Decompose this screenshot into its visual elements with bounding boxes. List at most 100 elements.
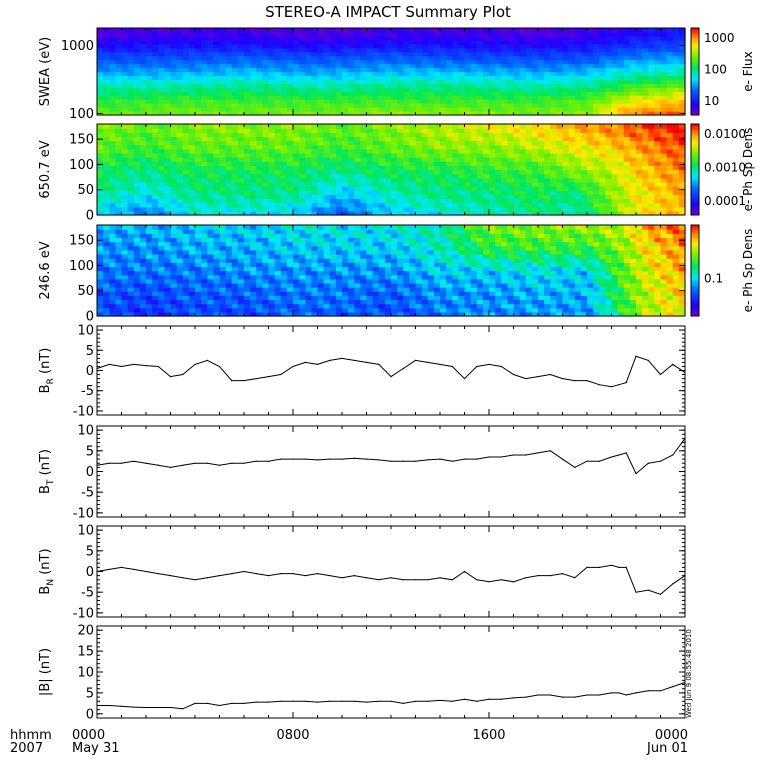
spectrogram-cell [550, 75, 557, 80]
spectrogram-cell [342, 75, 349, 80]
spectrogram-cell [171, 79, 178, 84]
spectrogram-cell [532, 32, 539, 37]
spectrogram-cell [342, 295, 349, 300]
spectrogram-cell [281, 308, 288, 313]
spectrogram-cell [269, 203, 276, 208]
spectrogram-cell [661, 99, 668, 104]
spectrogram-cell [667, 75, 674, 80]
spectrogram-cell [330, 157, 337, 162]
spectrogram-cell [612, 99, 619, 104]
spectrogram-cell [409, 299, 416, 304]
spectrogram-cell [330, 83, 337, 88]
spectrogram-cell [391, 132, 398, 137]
spectrogram-cell [324, 79, 331, 84]
spectrogram-cell [171, 145, 178, 150]
spectrogram-cell [471, 87, 478, 92]
spectrogram-cell [556, 157, 563, 162]
spectrogram-cell [648, 174, 655, 179]
spectrogram-cell [391, 44, 398, 49]
spectrogram-cell [538, 28, 545, 33]
spectrogram-cell [238, 44, 245, 49]
spectrogram-cell [311, 165, 318, 170]
spectrogram-cell [642, 165, 649, 170]
spectrogram-cell [311, 149, 318, 154]
spectrogram-cell [605, 56, 612, 61]
spectrogram-cell [452, 203, 459, 208]
spectrogram-cell [422, 52, 429, 57]
spectrogram-cell [507, 153, 514, 158]
spectrogram-cell [207, 79, 214, 84]
spectrogram-cell [305, 299, 312, 304]
spectrogram-cell [213, 194, 220, 199]
spectrogram-cell [146, 40, 153, 45]
spectrogram-cell [661, 75, 668, 80]
spectrogram-cell [103, 87, 110, 92]
spectrogram-cell [477, 136, 484, 141]
spectrogram-cell [556, 60, 563, 65]
spectrogram-cell [367, 107, 374, 112]
spectrogram-cell [299, 299, 306, 304]
spectrogram-cell [373, 75, 380, 80]
spectrogram-cell [97, 203, 104, 208]
spectrogram-cell [275, 203, 282, 208]
spectrogram-cell [526, 207, 533, 212]
spectrogram-cell [569, 48, 576, 53]
spectrogram-cell [336, 103, 343, 108]
spectrogram-cell [465, 174, 472, 179]
spectrogram-cell [379, 308, 386, 313]
spectrogram-cell [630, 64, 637, 69]
spectrogram-cell [287, 198, 294, 203]
spectrogram-cell [109, 198, 116, 203]
spectrogram-cell [654, 48, 661, 53]
spectrogram-cell [195, 304, 202, 309]
spectrogram-cell [526, 194, 533, 199]
spectrogram-cell [342, 136, 349, 141]
spectrogram-cell [299, 190, 306, 195]
spectrogram-cell [428, 128, 435, 133]
spectrogram-cell [587, 124, 594, 129]
spectrogram-cell [164, 79, 171, 84]
spectrogram-cell [636, 72, 643, 77]
spectrogram-cell [293, 48, 300, 53]
spectrogram-cell [458, 79, 465, 84]
spectrogram-cell [569, 203, 576, 208]
spectrogram-cell [477, 190, 484, 195]
spectrogram-cell [189, 79, 196, 84]
spectrogram-cell [146, 52, 153, 57]
spectrogram-cell [593, 40, 600, 45]
spectrogram-cell [238, 60, 245, 65]
spectrogram-cell [152, 141, 159, 146]
spectrogram-cell [207, 203, 214, 208]
spectrogram-cell [250, 207, 257, 212]
spectrogram-cell [318, 308, 325, 313]
spectrogram-cell [232, 128, 239, 133]
spectrogram-cell [636, 87, 643, 92]
spectrogram-cell [587, 207, 594, 212]
spectrogram-cell [409, 132, 416, 137]
spectrogram-cell [348, 64, 355, 69]
spectrogram-cell [115, 83, 122, 88]
spectrogram-cell [238, 165, 245, 170]
spectrogram-cell [667, 149, 674, 154]
spectrogram-cell [648, 203, 655, 208]
spectrogram-cell [440, 87, 447, 92]
spectrogram-cell [177, 48, 184, 53]
spectrogram-cell [599, 304, 606, 309]
spectrogram-cell [177, 157, 184, 162]
spectrogram-cell [575, 149, 582, 154]
spectrogram-cell [648, 48, 655, 53]
spectrogram-cell [244, 128, 251, 133]
spectrogram-cell [624, 91, 631, 96]
spectrogram-cell [507, 79, 514, 84]
spectrogram-cell [213, 207, 220, 212]
spectrogram-cell [599, 56, 606, 61]
spectrogram-cell [422, 87, 429, 92]
spectrogram-cell [158, 178, 165, 183]
spectrogram-cell [391, 128, 398, 133]
spectrogram-cell [367, 75, 374, 80]
spectrogram-cell [115, 36, 122, 41]
spectrogram-cell [195, 107, 202, 112]
spectrogram-cell [367, 165, 374, 170]
spectrogram-cell [244, 91, 251, 96]
spectrogram-cell [379, 48, 386, 53]
